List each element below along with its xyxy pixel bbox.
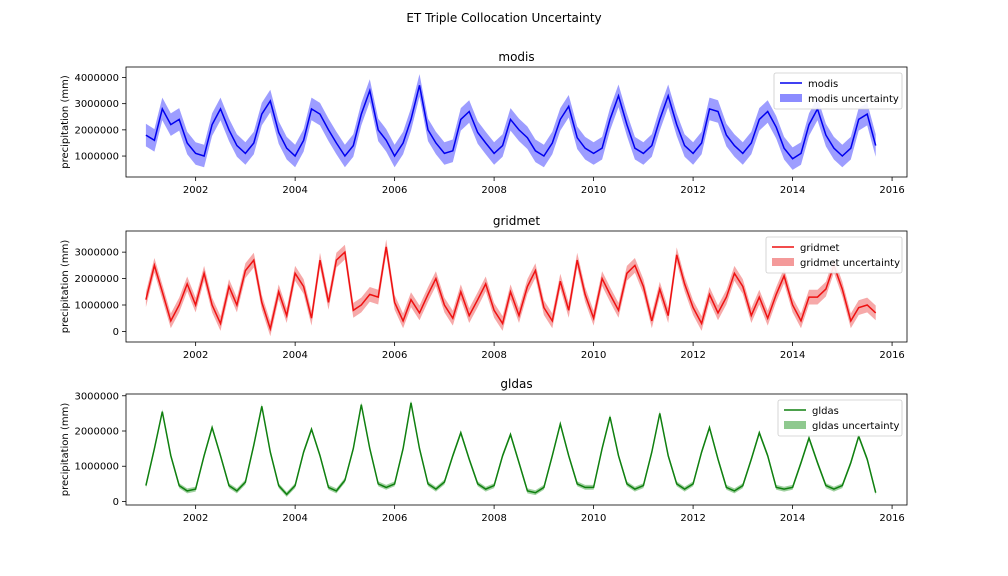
uncertainty-band bbox=[145, 74, 876, 170]
y-tick-label: 1000000 bbox=[74, 301, 119, 312]
x-tick-label: 2012 bbox=[680, 513, 705, 524]
legend-band-swatch bbox=[780, 94, 802, 102]
legend-entry-band: gldas uncertainty bbox=[812, 421, 900, 432]
legend: gridmet gridmet uncertainty bbox=[765, 236, 903, 274]
legend-entry-line: modis bbox=[808, 79, 838, 90]
legend: gldas gldas uncertainty bbox=[777, 399, 903, 437]
panel-title: modis bbox=[498, 50, 534, 64]
y-tick-label: 0 bbox=[113, 327, 119, 338]
uncertainty-band bbox=[145, 239, 876, 337]
chart-panel-gldas: gldas 2002 2004 2006 2008 2010 2012 2014 2016 0 10… bbox=[60, 377, 908, 524]
y-tick-label: 2000000 bbox=[74, 427, 119, 438]
x-tick-label: 2006 bbox=[382, 513, 407, 524]
x-tick-label: 2014 bbox=[780, 513, 805, 524]
x-tick-label: 2016 bbox=[879, 185, 904, 196]
legend-entry-band: modis uncertainty bbox=[808, 94, 899, 105]
x-tick-label: 2002 bbox=[183, 185, 208, 196]
legend-entry-band: gridmet uncertainty bbox=[800, 258, 900, 269]
x-tick-label: 2016 bbox=[879, 350, 904, 361]
x-tick-label: 2004 bbox=[282, 350, 307, 361]
x-tick-label: 2010 bbox=[581, 513, 606, 524]
x-tick-label: 2016 bbox=[879, 513, 904, 524]
y-tick-label: 3000000 bbox=[74, 99, 119, 110]
y-tick-label: 1000000 bbox=[74, 152, 119, 163]
x-tick-label: 2002 bbox=[183, 513, 208, 524]
x-tick-label: 2012 bbox=[680, 185, 705, 196]
y-tick-label: 2000000 bbox=[74, 274, 119, 285]
panel-title: gridmet bbox=[493, 214, 541, 228]
axes-frame bbox=[125, 66, 908, 178]
x-tick-label: 2008 bbox=[481, 513, 506, 524]
y-tick-label: 2000000 bbox=[74, 125, 119, 136]
legend-entry-line: gridmet bbox=[800, 243, 839, 254]
y-axis-label: precipitation (mm) bbox=[60, 240, 71, 334]
x-tick-label: 2002 bbox=[183, 350, 208, 361]
x-tick-label: 2004 bbox=[282, 185, 307, 196]
y-tick-label: 3000000 bbox=[74, 391, 119, 402]
y-tick-label: 4000000 bbox=[74, 73, 119, 84]
x-tick-label: 2008 bbox=[481, 350, 506, 361]
y-tick-label: 1000000 bbox=[74, 462, 119, 473]
y-axis-label: precipitation (mm) bbox=[60, 403, 71, 497]
x-tick-label: 2014 bbox=[780, 185, 805, 196]
x-tick-label: 2012 bbox=[680, 350, 705, 361]
x-tick-label: 2008 bbox=[481, 185, 506, 196]
axes-frame bbox=[125, 230, 908, 343]
uncertainty-band bbox=[145, 400, 876, 497]
chart-panel-modis: modis 2002 2004 2006 2008 2010 2012 2014 2016 100… bbox=[60, 50, 908, 196]
legend-box bbox=[777, 399, 903, 437]
series-line-gldas bbox=[145, 402, 877, 496]
legend-box bbox=[773, 72, 903, 110]
legend-entry-line: gldas bbox=[812, 406, 839, 417]
figure-title: ET Triple Collocation Uncertainty bbox=[406, 11, 601, 25]
legend-box bbox=[765, 236, 903, 274]
chart-panel-gridmet: gridmet 2002 2004 2006 2008 2010 2012 2014 2016 0… bbox=[60, 214, 908, 361]
axes-frame bbox=[125, 393, 908, 506]
series-line-gridmet bbox=[145, 246, 877, 332]
legend-band-swatch bbox=[784, 421, 806, 429]
y-axis-label: precipitation (mm) bbox=[60, 75, 71, 169]
panel-title: gldas bbox=[500, 377, 532, 391]
series-line-modis bbox=[145, 85, 877, 160]
x-tick-label: 2010 bbox=[581, 350, 606, 361]
x-tick-label: 2006 bbox=[382, 350, 407, 361]
legend-band-swatch bbox=[772, 258, 794, 266]
x-tick-label: 2004 bbox=[282, 513, 307, 524]
y-tick-label: 0 bbox=[113, 497, 119, 508]
x-tick-label: 2014 bbox=[780, 350, 805, 361]
x-tick-label: 2010 bbox=[581, 185, 606, 196]
x-tick-label: 2006 bbox=[382, 185, 407, 196]
legend: modis modis uncertainty bbox=[773, 72, 903, 110]
y-tick-label: 3000000 bbox=[74, 248, 119, 259]
